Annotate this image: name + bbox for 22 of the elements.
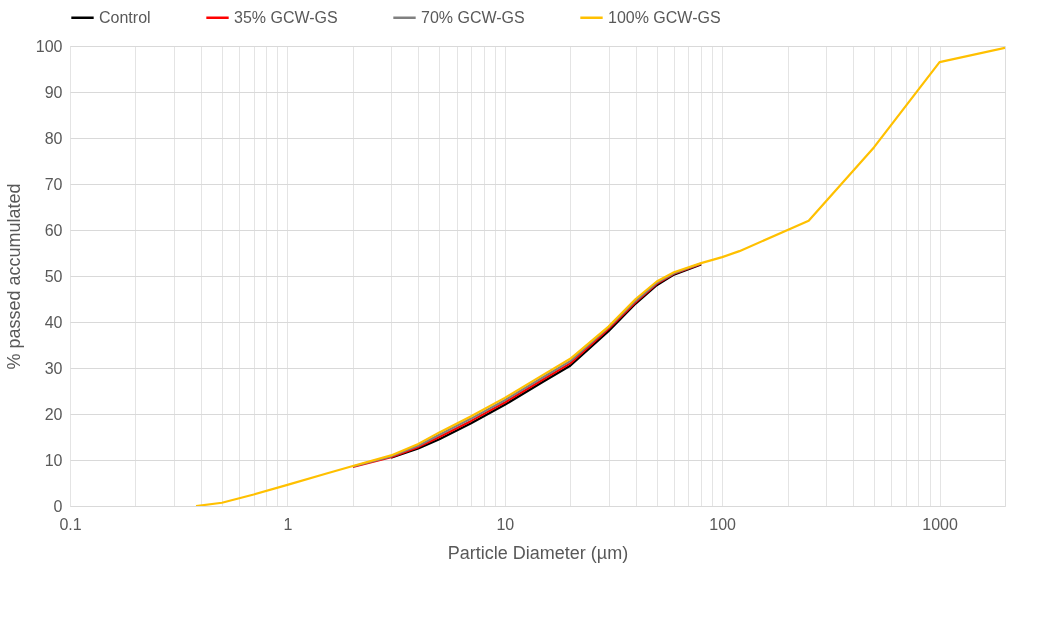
y-tick-label: 90 <box>44 83 63 101</box>
x-tick-label: 1000 <box>922 515 958 533</box>
y-tick-label: 30 <box>44 359 63 377</box>
y-tick-label: 20 <box>44 405 63 423</box>
legend-label: Control <box>99 8 151 26</box>
legend-label: 35% GCW-GS <box>234 8 338 26</box>
legend-label: 70% GCW-GS <box>421 8 525 26</box>
y-axis-title: % passed accumulated <box>3 183 24 370</box>
x-tick-label: 1 <box>283 515 293 533</box>
x-axis-title: Particle Diameter (µm) <box>447 542 629 563</box>
y-tick-label: 0 <box>53 497 63 515</box>
y-tick-label: 100 <box>35 37 63 55</box>
y-tick-label: 10 <box>44 451 63 469</box>
y-tick-label: 50 <box>44 267 63 285</box>
legend-label: 100% GCW-GS <box>608 8 721 26</box>
y-tick-label: 70 <box>44 175 63 193</box>
x-tick-label: 10 <box>496 515 515 533</box>
y-tick-label: 40 <box>44 313 63 331</box>
y-tick-label: 80 <box>44 129 63 147</box>
x-tick-label: 100 <box>709 515 737 533</box>
y-tick-label: 60 <box>44 221 63 239</box>
x-tick-label: 0.1 <box>59 515 82 533</box>
